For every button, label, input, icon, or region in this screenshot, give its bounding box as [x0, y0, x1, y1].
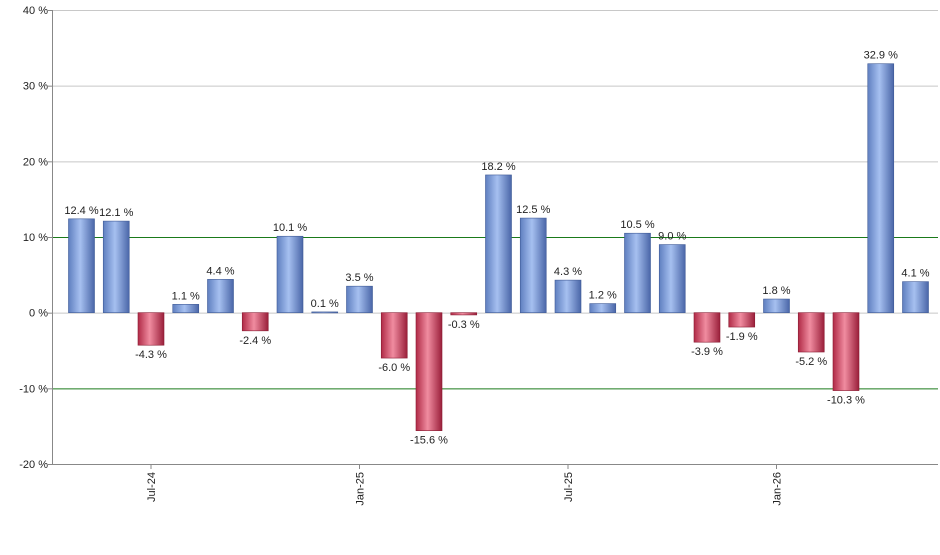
bar: [207, 279, 234, 313]
data-label: 12.1 %: [99, 207, 133, 219]
bar: [624, 232, 651, 313]
y-tick-label: -10 %: [19, 383, 48, 395]
x-tick-labels: Jul-24 Jan-25 Jul-25 Jan-26: [146, 472, 784, 506]
bar: [346, 285, 373, 313]
bar: [68, 218, 95, 313]
data-label: -4.3 %: [135, 349, 167, 361]
data-label: 1.2 %: [589, 290, 617, 302]
data-label: -2.4 %: [239, 335, 271, 347]
data-label: -3.9 %: [691, 346, 723, 358]
y-tick-label: 30 %: [23, 81, 48, 93]
data-label: 0.1 %: [311, 298, 339, 310]
bar: [172, 304, 200, 313]
data-label: 10.1 %: [273, 222, 307, 234]
data-labels: 12.4 % 12.1 % -4.3 % 1.1 % 4.4 % -2.4 % 10.1 %…: [64, 50, 929, 447]
y-tick-label: 40 %: [23, 5, 48, 17]
bar: [693, 312, 721, 343]
bar: [519, 217, 547, 313]
data-label: 18.2 %: [481, 161, 515, 173]
bar: [241, 312, 269, 332]
axes: [48, 10, 938, 469]
bar: [311, 311, 339, 314]
bar: [485, 174, 512, 313]
data-label: 3.5 %: [345, 272, 373, 284]
data-label: -15.6 %: [410, 435, 448, 447]
bar: [658, 244, 686, 313]
x-tick-label: Jul-25: [563, 472, 575, 502]
bar: [763, 298, 790, 313]
bar: [137, 312, 165, 346]
x-tick-label: Jan-25: [355, 472, 367, 506]
data-label: -6.0 %: [378, 362, 410, 374]
data-label: 4.3 %: [554, 266, 582, 278]
bar: [554, 279, 582, 313]
y-tick-label: -20 %: [19, 459, 48, 471]
x-tick-label: Jan-26: [772, 472, 784, 506]
bar: [902, 281, 929, 313]
data-label: -10.3 %: [827, 395, 865, 407]
data-label: 1.8 %: [762, 285, 790, 297]
data-label: -0.3 %: [448, 319, 480, 331]
bar: [589, 303, 617, 313]
y-tick-labels: -20 % -10 % 0 % 10 % 20 % 30 % 40 %: [19, 5, 48, 471]
data-label: -1.9 %: [726, 331, 758, 343]
data-label: 4.1 %: [901, 268, 929, 280]
bar: [797, 312, 825, 353]
data-label: 10.5 %: [620, 219, 654, 231]
bar: [380, 312, 408, 359]
bars: [68, 63, 929, 432]
y-tick-label: 20 %: [23, 156, 48, 168]
data-label: 32.9 %: [864, 50, 898, 62]
bar: [276, 235, 304, 313]
data-label: -5.2 %: [795, 356, 827, 368]
bar: [450, 312, 478, 316]
data-label: 12.4 %: [64, 205, 98, 217]
bar: [832, 312, 860, 391]
bar: [867, 63, 895, 313]
data-label: 1.1 %: [172, 290, 200, 302]
y-tick-label: 0 %: [29, 308, 48, 320]
y-tick-label: 10 %: [23, 232, 48, 244]
data-label: 9.0 %: [658, 231, 686, 243]
bar: [102, 220, 130, 313]
bar: [415, 312, 443, 432]
data-label: 12.5 %: [516, 204, 550, 216]
data-label: 4.4 %: [206, 265, 234, 277]
bar: [728, 312, 756, 328]
x-tick-label: Jul-24: [146, 472, 158, 502]
